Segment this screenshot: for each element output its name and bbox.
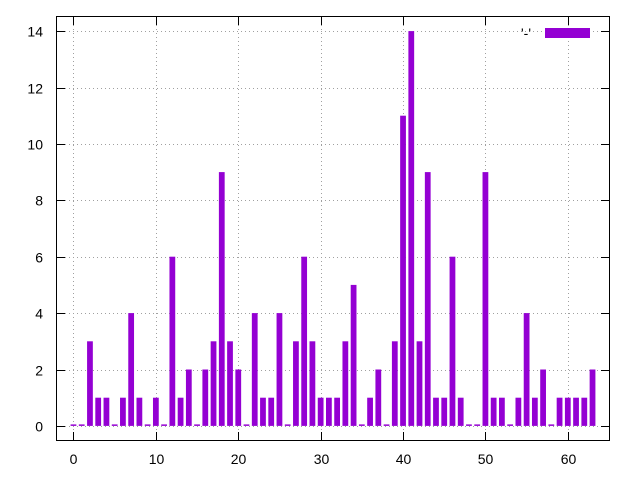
bar: [391, 341, 398, 426]
bar: [95, 397, 102, 426]
bar: [474, 424, 481, 426]
bar: [367, 397, 373, 426]
bar: [499, 397, 505, 426]
bar: [515, 397, 522, 426]
x-tick-label: 20: [231, 451, 247, 467]
bar: [466, 424, 472, 426]
x-tick-label: 30: [314, 451, 330, 467]
bar: [334, 397, 341, 426]
bar: [251, 313, 258, 426]
bar: [309, 341, 316, 426]
y-tick-label: 12: [27, 81, 43, 97]
x-tick-label: 0: [70, 451, 78, 467]
bars: [70, 31, 596, 426]
legend-label: '-': [521, 25, 531, 41]
bar: [136, 397, 143, 426]
y-tick-label: 4: [35, 306, 43, 322]
y-tick-label: 2: [35, 363, 43, 379]
bar: [243, 424, 250, 426]
bar: [202, 369, 209, 426]
y-tick-label: 0: [35, 419, 43, 435]
x-tick-label: 60: [561, 451, 577, 467]
bar: [548, 424, 555, 426]
bar: [523, 313, 530, 426]
x-tick-label: 50: [478, 451, 494, 467]
bar: [293, 341, 299, 426]
bar: [581, 397, 588, 426]
bar: [128, 313, 135, 426]
bar: [449, 256, 456, 426]
bar: [103, 397, 110, 426]
bar: [326, 397, 332, 426]
bar: [441, 397, 448, 426]
bar: [540, 369, 546, 426]
bar: [375, 369, 382, 426]
bar: [317, 397, 324, 426]
legend: '-': [521, 25, 590, 41]
bar: [424, 172, 431, 426]
bar: [235, 369, 242, 426]
bar: [268, 397, 275, 426]
bar: [111, 424, 118, 426]
bar: [408, 31, 415, 426]
y-tick-label: 10: [27, 137, 43, 153]
bar: [531, 397, 538, 426]
bar: [169, 256, 176, 426]
bar: [227, 341, 233, 426]
bar: [144, 424, 151, 426]
bar: [507, 424, 514, 426]
bar: [177, 397, 184, 426]
x-tick-label: 40: [396, 451, 412, 467]
plot-frame: [56, 16, 610, 441]
bar: [433, 397, 439, 426]
bar: [416, 341, 423, 426]
bar: [573, 397, 579, 426]
bar: [276, 313, 283, 426]
bar: [358, 424, 365, 426]
bar: [161, 424, 167, 426]
bar: [342, 341, 349, 426]
bar: [564, 397, 571, 426]
bar: [120, 397, 126, 426]
bar: [210, 341, 217, 426]
bar: [482, 172, 489, 426]
bar: [78, 424, 85, 426]
x-tick-label: 10: [149, 451, 165, 467]
bar: [218, 172, 225, 426]
bar: [350, 284, 357, 426]
y-tick-label: 8: [35, 193, 43, 209]
bar: [589, 369, 596, 426]
bar: [185, 369, 192, 426]
bar: [556, 397, 563, 426]
bar: [152, 397, 159, 426]
bar: [301, 256, 308, 426]
bar: [383, 424, 390, 426]
bar: [70, 424, 77, 426]
legend-swatch: [545, 28, 590, 38]
bar: [87, 341, 93, 426]
bar: [490, 397, 497, 426]
y-tick-label: 14: [27, 24, 43, 40]
bar: [260, 397, 266, 426]
bar: [194, 424, 200, 426]
bar: [400, 115, 406, 426]
y-tick-label: 6: [35, 250, 43, 266]
axis-ticks: 0 2 4 6 8 10 12 14 0 10 20 30 40 50 60: [27, 17, 609, 467]
bar: [284, 424, 291, 426]
bar: [457, 397, 464, 426]
